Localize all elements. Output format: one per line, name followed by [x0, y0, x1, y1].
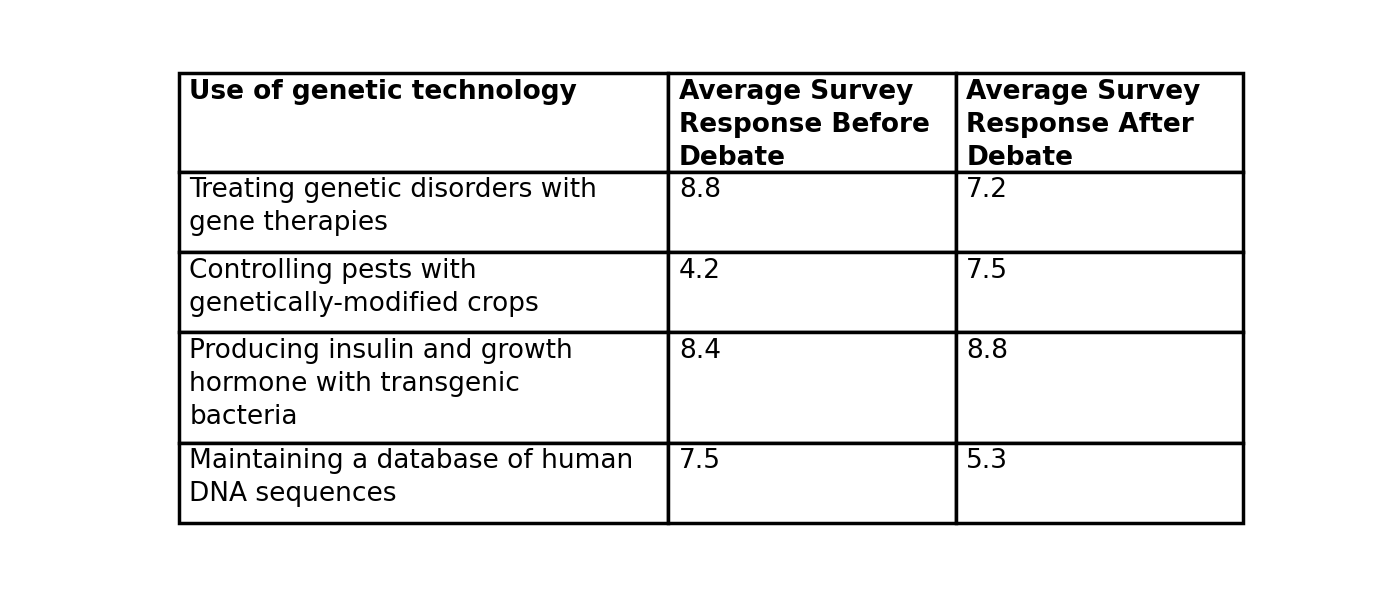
- Text: 7.5: 7.5: [967, 257, 1008, 284]
- Bar: [669, 172, 956, 252]
- Bar: [956, 73, 1243, 172]
- Text: Average Survey
Response Before
Debate: Average Survey Response Before Debate: [680, 78, 929, 171]
- Bar: [669, 73, 956, 172]
- Bar: [956, 172, 1243, 252]
- Text: 7.5: 7.5: [680, 448, 721, 474]
- Bar: [669, 442, 956, 523]
- Text: Use of genetic technology: Use of genetic technology: [190, 78, 577, 104]
- Text: 8.8: 8.8: [967, 338, 1008, 364]
- Text: Treating genetic disorders with
gene therapies: Treating genetic disorders with gene the…: [190, 177, 598, 236]
- Text: Maintaining a database of human
DNA sequences: Maintaining a database of human DNA sequ…: [190, 448, 634, 507]
- Bar: [956, 442, 1243, 523]
- Text: 5.3: 5.3: [967, 448, 1008, 474]
- Bar: [956, 252, 1243, 332]
- Text: Average Survey
Response After
Debate: Average Survey Response After Debate: [967, 78, 1201, 171]
- Bar: [669, 252, 956, 332]
- Bar: [179, 73, 669, 172]
- Text: 4.2: 4.2: [680, 257, 721, 284]
- Text: 8.4: 8.4: [680, 338, 721, 364]
- Text: Controlling pests with
genetically-modified crops: Controlling pests with genetically-modif…: [190, 257, 540, 316]
- Bar: [179, 172, 669, 252]
- Text: 8.8: 8.8: [680, 177, 721, 203]
- Bar: [956, 332, 1243, 442]
- Bar: [179, 252, 669, 332]
- Text: 7.2: 7.2: [967, 177, 1008, 203]
- Text: Producing insulin and growth
hormone with transgenic
bacteria: Producing insulin and growth hormone wit…: [190, 338, 573, 430]
- Bar: [669, 332, 956, 442]
- Bar: [179, 442, 669, 523]
- Bar: [179, 332, 669, 442]
